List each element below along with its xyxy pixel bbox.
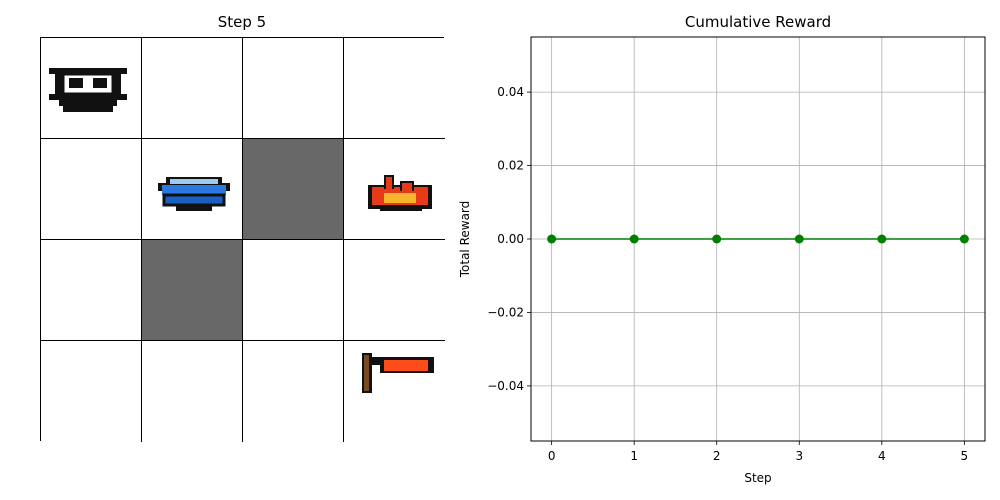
grid-cell-empty — [344, 240, 445, 341]
grid-cell-wall — [142, 240, 243, 341]
grid-cell-water-pot — [142, 139, 243, 240]
y-tick-label: 0.02 — [497, 159, 524, 173]
y-tick-label: −0.04 — [487, 379, 524, 393]
x-tick-label: 1 — [630, 449, 638, 463]
gridworld-title: Step 5 — [217, 13, 267, 31]
gridworld-board — [40, 37, 445, 442]
y-tick-label: −0.02 — [487, 305, 524, 319]
fire-icon — [344, 139, 445, 240]
grid-cell-axe — [344, 341, 445, 442]
y-tick-label: 0.04 — [497, 85, 524, 99]
reward-data-point — [794, 234, 804, 244]
axe-icon — [344, 341, 445, 442]
chart-title: Cumulative Reward — [684, 13, 832, 31]
y-tick-label: 0.00 — [497, 232, 524, 246]
reward-data-point — [877, 234, 887, 244]
grid-cell-fire — [344, 139, 445, 240]
grid-cell-empty — [243, 38, 344, 139]
x-axis-label: Step — [744, 471, 771, 485]
grid-cell-empty — [142, 38, 243, 139]
robot-agent-icon — [41, 38, 142, 139]
plot-frame — [530, 36, 986, 442]
grid-cell-empty — [344, 38, 445, 139]
grid-cell-empty — [142, 341, 243, 442]
x-tick-label: 2 — [713, 449, 721, 463]
grid-cell-empty — [41, 341, 142, 442]
grid-cell-robot-agent — [41, 38, 142, 139]
grid-cell-empty — [41, 139, 142, 240]
grid-cell-empty — [243, 341, 344, 442]
grid-cell-empty — [41, 240, 142, 341]
reward-data-point — [547, 234, 557, 244]
grid-cell-empty — [243, 240, 344, 341]
grid-cell-wall — [243, 139, 344, 240]
x-tick-label: 3 — [795, 449, 803, 463]
reward-data-point — [712, 234, 722, 244]
reward-data-point — [959, 234, 969, 244]
y-axis-label: Total Reward — [458, 201, 472, 279]
x-tick-label: 4 — [878, 449, 886, 463]
x-tick-label: 0 — [548, 449, 556, 463]
reward-data-point — [629, 234, 639, 244]
x-tick-label: 5 — [961, 449, 969, 463]
water-pot-icon — [142, 139, 243, 240]
